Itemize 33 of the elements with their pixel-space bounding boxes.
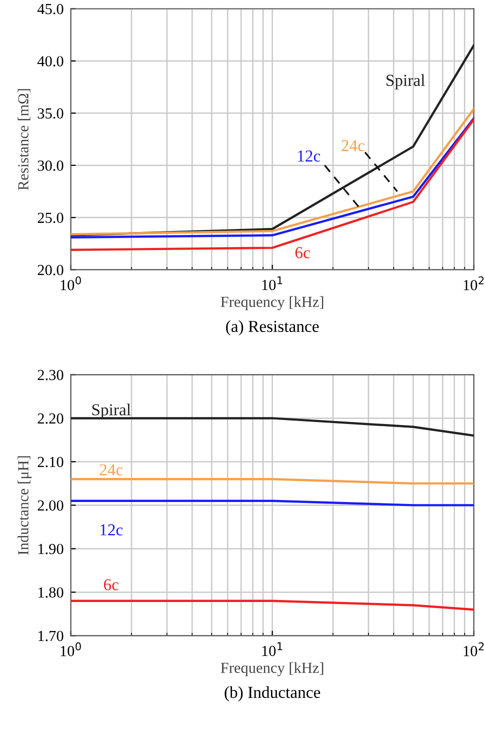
- text: 12c: [298, 150, 320, 162]
- y-axis-title: Resistance [mΩ]: [18, 89, 30, 190]
- y-tick-label: 45.0: [37, 4, 64, 14]
- text: 24c: [342, 140, 364, 152]
- y-axis-title: Inductance [μH]: [18, 456, 32, 555]
- y-tick-label: 35.0: [38, 108, 64, 119]
- x-tick-label: 10$^{0}$: [60, 276, 81, 290]
- x-tick-label: 10$^{1}$: [262, 642, 282, 656]
- y-tick-label: 2.00: [38, 500, 64, 511]
- series-label: 6c: [104, 579, 118, 590]
- y-tick-label: 2.20: [38, 413, 64, 424]
- y-tick-label: 1.80: [38, 587, 64, 598]
- text: (b) Inductance: [224, 686, 320, 702]
- y-tick-label: 25.0: [38, 212, 64, 224]
- series-label: 24c: [100, 464, 123, 476]
- series-label: 6c: [295, 247, 310, 258]
- x-tick-label: 10$^{1}$: [262, 276, 282, 290]
- y-tick-label: 20.0: [38, 264, 64, 276]
- y-tick-label: 30.0: [38, 160, 64, 171]
- y-tick-label: 2.30: [38, 370, 64, 380]
- series-label: Spiral: [92, 404, 131, 419]
- series-label: 12c: [100, 524, 123, 536]
- y-tick-label: 1.90: [38, 544, 64, 554]
- y-tick-label: 40.0: [37, 56, 64, 66]
- text: (a) Resistance: [226, 320, 319, 336]
- x-axis-title: Frequency [kHz]: [220, 296, 324, 310]
- x-tick-label: 10$^{0}$: [60, 642, 81, 656]
- x-tick-label: 10$^{2}$: [464, 642, 484, 656]
- x-tick-label: 10$^{2}$: [464, 276, 484, 290]
- x-axis-title: Frequency [kHz]: [220, 662, 324, 676]
- y-tick-label: 1.70: [38, 630, 64, 642]
- y-tick-label: 2.10: [38, 456, 64, 468]
- series-label: Spiral: [386, 74, 425, 90]
